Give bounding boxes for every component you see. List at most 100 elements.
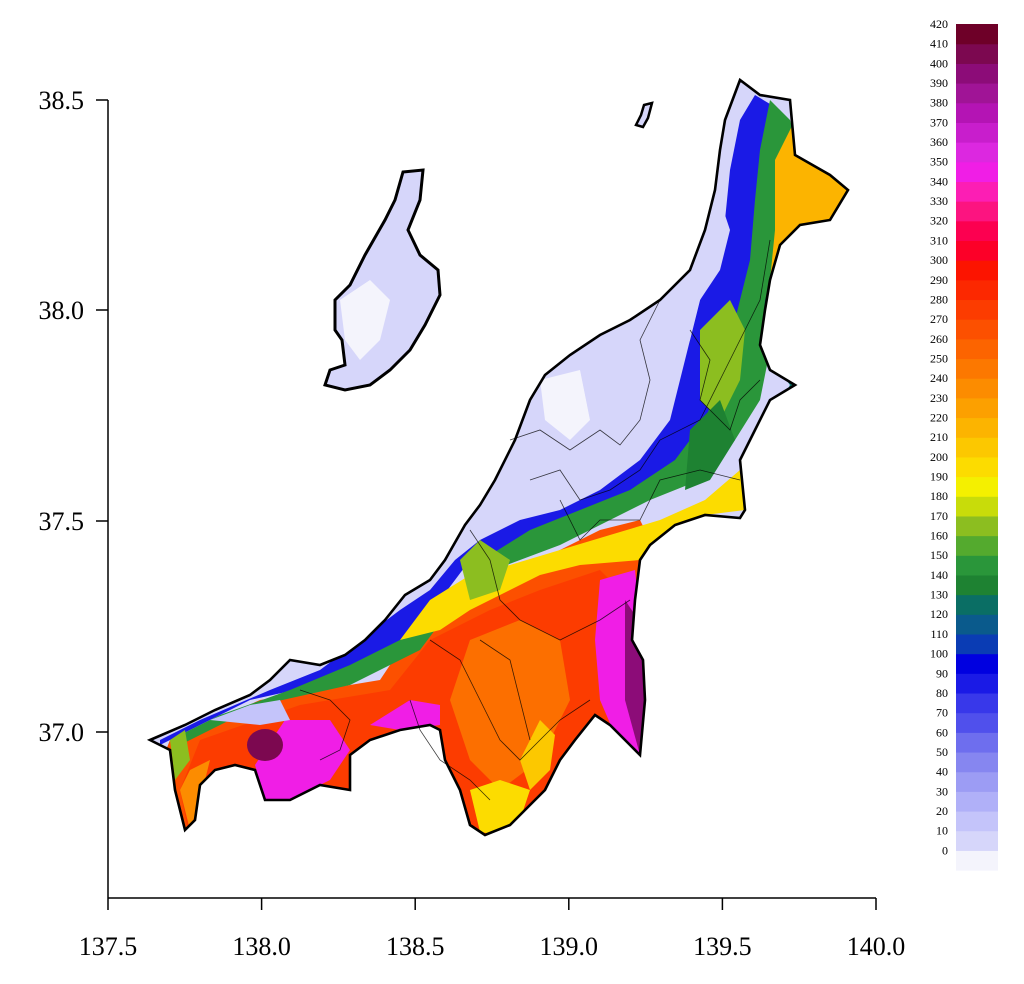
colorbar-swatch [956,417,998,438]
y-tick-label: 38.5 [39,86,85,115]
colorbar-label: 390 [930,76,948,90]
colorbar-label: 300 [930,253,948,267]
colorbar-swatch [956,810,998,832]
colorbar-label: 200 [930,450,948,464]
colorbar-label: 250 [930,351,948,365]
colorbar-swatch [956,850,998,871]
colorbar-label: 420 [930,17,948,31]
colorbar-label: 10 [936,824,948,838]
colorbar-swatch [956,574,998,596]
colorbar-swatch [956,712,998,733]
colorbar-label: 40 [936,765,948,779]
colorbar-swatch [956,201,998,222]
colorbar-label: 380 [930,96,948,110]
y-tick-label: 37.0 [39,718,85,747]
colorbar-label: 140 [930,568,948,582]
colorbar-swatch [956,279,998,301]
colorbar-swatch [956,83,998,104]
main-precip-field [150,80,848,835]
colorbar-label: 150 [930,548,948,562]
colorbar-swatch [956,535,998,556]
colorbar-swatch [956,397,998,419]
awashima-island [634,101,654,129]
colorbar-label: 0 [942,843,948,857]
colorbar-label: 400 [930,56,948,70]
colorbar-swatch [956,633,998,655]
colorbar-swatch [956,319,998,340]
colorbar-swatch [956,673,998,694]
colorbar-label: 270 [930,312,948,326]
colorbar-swatch [956,358,998,379]
colorbar-label: 20 [936,804,948,818]
colorbar-label: 340 [930,174,948,188]
colorbar-swatch [956,614,998,635]
colorbar-swatch [956,456,998,478]
colorbar-label: 70 [936,706,948,720]
colorbar-label: 120 [930,607,948,621]
colorbar-label: 320 [930,214,948,228]
colorbar-swatch [956,437,998,458]
colorbar-swatch [956,142,998,163]
colorbar-label: 350 [930,155,948,169]
colorbar-swatch [956,220,998,242]
colorbar-label: 130 [930,588,948,602]
colorbar-label: 30 [936,784,948,798]
colorbar-swatch [956,43,998,64]
colorbar-label: 50 [936,745,948,759]
colorbar-label: 290 [930,273,948,287]
colorbar-label: 180 [930,489,948,503]
x-tick-label: 138.5 [386,932,445,961]
colorbar-swatch [956,378,998,399]
x-tick-label: 139.5 [693,932,752,961]
colorbar-label: 110 [930,627,948,641]
colorbar-label: 90 [936,666,948,680]
colorbar-label: 370 [930,115,948,129]
colorbar-label: 210 [930,430,948,444]
colorbar-swatch [956,555,998,576]
colorbar-label: 60 [936,725,948,739]
coastline-outline [146,77,850,837]
colorbar-swatch [956,299,998,320]
colorbar-swatch [956,63,998,84]
colorbar-legend: 0 10 20 30 40 50 60 70 80 90 100 110 120 130 140 150 160… [930,17,998,871]
colorbar-label: 170 [930,509,948,523]
x-tick-label: 140.0 [847,932,906,961]
x-axis-ticks: 137.5 138.0 138.5 139.0 139.5 140.0 [79,898,906,961]
y-axis-ticks: 37.0 37.5 38.0 38.5 [39,86,108,747]
colorbar-swatch [956,692,998,714]
colorbar-label: 80 [936,686,948,700]
colorbar-swatch [956,181,998,202]
colorbar-label: 100 [930,647,948,661]
y-tick-label: 38.0 [39,296,85,325]
colorbar-label: 240 [930,371,948,385]
y-tick-label: 37.5 [39,507,85,536]
colorbar-swatch [956,771,998,792]
colorbar-label: 280 [930,292,948,306]
colorbar-swatch [956,24,998,45]
x-tick-label: 138.0 [232,932,291,961]
colorbar-label: 220 [930,410,948,424]
municipal-boundaries [299,239,771,801]
colorbar-label: 330 [930,194,948,208]
colorbar-swatch [956,830,998,851]
colorbar-label: 410 [930,37,948,51]
colorbar-swatch [956,240,998,261]
colorbar-swatch [956,102,998,123]
sado-island-outline [323,168,442,392]
colorbar-swatch [956,161,998,182]
colorbar-swatch [956,791,998,812]
colorbar-swatch [956,732,998,753]
colorbar-swatch [956,260,998,281]
colorbar-swatch [956,338,998,360]
colorbar-swatch [956,476,998,497]
colorbar-label: 230 [930,391,948,405]
colorbar-swatch [956,751,998,773]
colorbar-swatch [956,122,998,143]
colorbar-label: 310 [930,233,948,247]
x-tick-label: 137.5 [79,932,138,961]
sado-island [325,170,440,390]
x-tick-label: 139.0 [540,932,599,961]
colorbar-label: 260 [930,332,948,346]
colorbar-label: 360 [930,135,948,149]
